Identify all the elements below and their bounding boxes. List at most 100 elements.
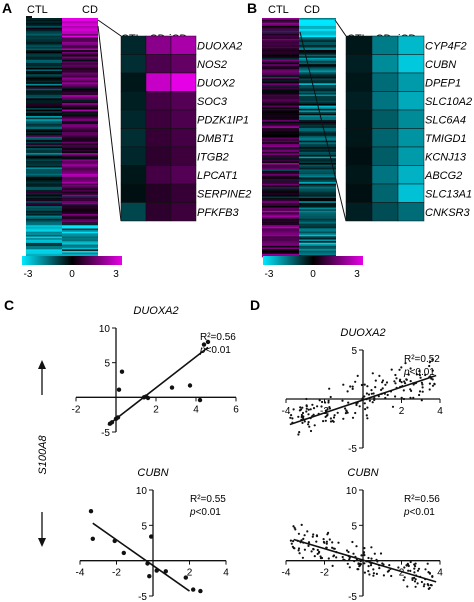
heatmap-cell xyxy=(299,139,336,141)
heatmap-cell xyxy=(26,169,62,171)
heatmap-cell xyxy=(262,209,299,212)
scatter-c-cubn: CUBN -4 -2 2 4 -5 5 10 R²=0.55 p<0.01 xyxy=(76,467,230,602)
heatmap-cell xyxy=(26,210,62,213)
data-point xyxy=(366,406,369,409)
heatmap-cell xyxy=(26,167,62,170)
data-point xyxy=(305,407,308,410)
y-tick-label: -5 xyxy=(348,444,357,455)
data-point xyxy=(316,548,319,552)
x-tick-label: -2 xyxy=(320,568,329,579)
data-point xyxy=(373,397,376,400)
heatmap-cell xyxy=(26,230,62,232)
heatmap-cell xyxy=(262,76,299,79)
data-point xyxy=(428,364,431,368)
heatmap-cell xyxy=(26,21,62,24)
heatmap-cell xyxy=(26,162,62,165)
zoom-cell xyxy=(170,35,197,55)
heatmap-cell xyxy=(262,250,299,253)
data-point xyxy=(370,546,373,549)
heatmap-cell xyxy=(262,135,299,138)
heatmap-cell xyxy=(26,178,62,181)
heatmap-cell xyxy=(62,247,98,250)
heatmap-cell xyxy=(62,140,98,143)
data-point xyxy=(375,572,378,576)
heatmap-cell xyxy=(26,29,62,32)
heatmap-cell xyxy=(262,68,299,71)
data-point xyxy=(297,532,300,535)
data-point xyxy=(360,554,363,557)
heatmap-cell xyxy=(299,124,336,127)
data-point xyxy=(313,424,316,427)
heatmap-cell xyxy=(299,221,336,224)
heatmap-cell xyxy=(262,21,299,24)
y-tick-label: 10 xyxy=(99,324,111,335)
data-point xyxy=(363,562,366,565)
heatmap-cell xyxy=(62,188,98,191)
x-tick-label: 4 xyxy=(437,406,443,417)
zoom-cell xyxy=(145,202,172,222)
heatmap-cell xyxy=(262,156,299,159)
data-point xyxy=(384,396,387,400)
heatmap-cell xyxy=(62,175,98,178)
data-point xyxy=(333,414,336,417)
heatmap-cell xyxy=(299,49,336,52)
data-point xyxy=(322,538,325,541)
zoom-cell xyxy=(397,35,425,55)
heatmap-cell xyxy=(62,230,98,232)
heatmap-cell xyxy=(26,222,62,224)
heatmap-cell xyxy=(262,229,299,232)
heatmap-cell xyxy=(299,97,336,100)
heatmap-cell xyxy=(299,48,336,51)
data-point xyxy=(382,574,385,577)
heatmap-cell xyxy=(62,244,98,247)
zoom-cell xyxy=(345,183,373,203)
heatmap-cell xyxy=(262,119,299,122)
gene-label: SLC10A2 xyxy=(425,96,472,108)
data-point xyxy=(414,578,417,581)
heatmap-cell xyxy=(26,104,62,107)
heatmap-cell xyxy=(262,174,299,177)
data-point xyxy=(365,414,368,417)
regression-line xyxy=(107,346,209,426)
zoom-cell xyxy=(345,146,373,166)
heatmap-cell xyxy=(26,152,62,155)
heatmap-cell xyxy=(299,236,336,239)
heatmap-cell xyxy=(262,72,299,75)
data-point xyxy=(309,408,312,411)
data-point xyxy=(298,552,301,555)
heatmap-cell xyxy=(299,161,336,164)
heatmap-cell xyxy=(26,165,62,168)
heatmap-cell xyxy=(62,72,98,75)
data-point xyxy=(356,374,359,377)
data-point xyxy=(342,558,345,561)
colorbar-b-tick-min: -3 xyxy=(265,269,274,280)
heatmap-cell xyxy=(26,80,62,83)
data-point xyxy=(332,555,335,558)
heatmap-cell xyxy=(262,83,299,86)
data-point xyxy=(300,523,303,527)
data-point xyxy=(316,405,319,408)
heatmap-cell xyxy=(299,135,336,138)
heatmap-cell xyxy=(26,156,62,159)
heatmap-cell xyxy=(26,223,62,226)
heatmap-cell xyxy=(62,130,98,133)
heatmap-cell xyxy=(62,133,98,136)
data-point xyxy=(372,392,375,395)
heatmap-cell xyxy=(299,158,336,161)
heatmap-cell xyxy=(26,199,62,202)
zoom-cell xyxy=(345,202,373,222)
zoom-cell xyxy=(145,91,172,111)
heatmap-cell xyxy=(262,38,299,41)
data-point xyxy=(328,406,331,409)
data-point xyxy=(121,550,127,556)
heatmap-cell xyxy=(262,210,299,213)
heatmap-cell xyxy=(62,111,98,114)
data-point xyxy=(326,413,329,416)
r-squared: R²=0.55 xyxy=(190,494,226,505)
zoom-cell xyxy=(170,183,197,203)
data-point xyxy=(402,397,406,401)
data-point xyxy=(363,383,366,386)
data-point xyxy=(347,550,350,554)
zoom-cell xyxy=(120,91,147,111)
heatmap-cell xyxy=(299,242,336,245)
